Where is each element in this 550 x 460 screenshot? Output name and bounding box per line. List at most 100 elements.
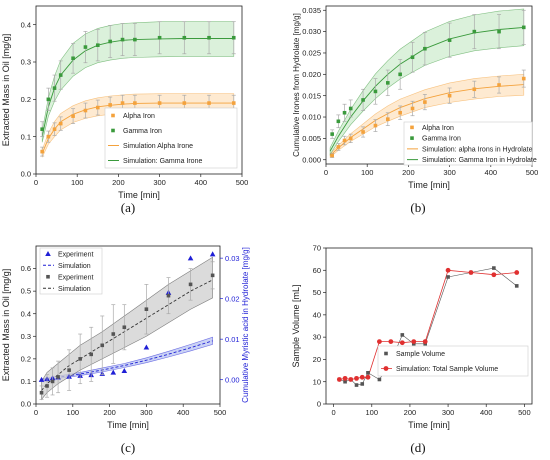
- data-point: [492, 266, 496, 270]
- x-tick-label: 0: [34, 408, 38, 417]
- y-tick-label: 60: [313, 266, 321, 275]
- y-tick-label: 0.010: [302, 113, 321, 122]
- y-tick-label: 0.000: [302, 155, 321, 164]
- y2-tick-label: 0.00: [225, 375, 240, 384]
- legend-swatch-marker: [46, 274, 50, 279]
- data-point: [365, 374, 371, 380]
- data-point: [342, 110, 347, 115]
- data-point: [514, 270, 520, 275]
- data-point: [400, 333, 405, 337]
- y-axis-title: Extracted Mass in Oil [mg/g]: [1, 269, 11, 382]
- data-point: [422, 339, 428, 344]
- data-point: [188, 282, 193, 287]
- data-point: [361, 98, 365, 102]
- data-point: [166, 293, 171, 298]
- plot-area: [38, 251, 216, 401]
- data-point: [50, 379, 55, 384]
- series-band-3: [329, 8, 525, 156]
- plot-frame: [35, 245, 221, 405]
- data-point: [373, 89, 378, 94]
- data-point: [122, 325, 127, 330]
- data-point: [446, 275, 450, 279]
- data-point: [39, 390, 44, 395]
- y2-axis-title: Cumulative Myristic acid in Hydrolate [m…: [241, 247, 250, 403]
- x-tick-label: 100: [366, 408, 379, 417]
- legend-label: Alpha Iron: [123, 113, 155, 120]
- x-tick-label: 300: [153, 178, 166, 187]
- legend-swatch-marker: [384, 351, 388, 356]
- y2-tick-label: 0.01: [225, 335, 240, 344]
- y-tick-label: 0.1: [21, 377, 31, 386]
- data-point: [336, 377, 342, 382]
- legend: Alpha Iron Gamma Iron Simulation Alpha Iro…: [104, 107, 238, 169]
- legend-box: [104, 107, 238, 169]
- data-point: [89, 352, 93, 357]
- data-point: [56, 375, 60, 379]
- data-point: [120, 37, 125, 42]
- data-point: [207, 35, 211, 40]
- data-point: [472, 87, 477, 92]
- series-line-3: [41, 38, 234, 137]
- y-tick-label: 20: [313, 355, 321, 364]
- data-point: [71, 114, 75, 118]
- data-point: [377, 339, 382, 344]
- chart-panel-2: 0 100 200 300 400 500 0.000 0.005 0.010 0.015 0.02…: [292, 5, 538, 215]
- data-point: [468, 270, 474, 275]
- legend: Sample Volume Simulation: Total Sample Vo…: [377, 345, 529, 377]
- chart-panel-4: 0 100 200 300 400 500 0 10 20 30 40 50 60 70 Time [min…: [291, 244, 533, 455]
- y-tick-label: 0.2: [21, 95, 31, 104]
- panel-label: (b): [410, 200, 425, 215]
- data-point: [388, 339, 394, 344]
- data-point: [360, 382, 365, 386]
- data-point: [410, 55, 415, 60]
- data-point: [336, 119, 341, 124]
- data-point: [67, 368, 71, 372]
- x-axis-title: Time [min]: [408, 420, 450, 430]
- legend-label: Simulation: Total Sample Volume: [396, 366, 498, 373]
- series-line-2: [329, 84, 524, 156]
- data-point: [210, 273, 215, 278]
- data-point: [386, 117, 390, 121]
- data-point: [46, 97, 51, 102]
- legend: Alpha Iron Gamma Iron Simulation: alpha Ir…: [403, 121, 537, 166]
- y-tick-label: 40: [313, 310, 321, 319]
- x-tick-label: 200: [103, 408, 116, 417]
- data-point: [111, 332, 116, 336]
- data-point: [398, 110, 402, 115]
- data-point: [46, 134, 51, 139]
- x-tick-label: 0: [332, 408, 336, 417]
- data-point: [342, 375, 348, 381]
- legend-label: Simulation: alpha Irons in Hydrolate: [422, 146, 533, 153]
- data-point: [83, 108, 88, 113]
- data-point: [120, 101, 125, 105]
- x-tick-label: 500: [518, 408, 531, 417]
- x-tick-label: 400: [480, 408, 493, 417]
- plot-area: [329, 8, 526, 158]
- data-point: [231, 101, 236, 105]
- legend-swatch-marker: [111, 113, 115, 118]
- data-point: [45, 384, 49, 388]
- data-point: [348, 136, 353, 141]
- x-axis-title: Time [min]: [118, 190, 160, 200]
- y-tick-label: 10: [313, 377, 321, 386]
- data-point: [445, 267, 451, 273]
- data-point: [472, 29, 477, 34]
- data-point: [207, 101, 211, 105]
- data-point: [354, 383, 359, 387]
- data-point: [411, 339, 417, 344]
- data-point: [361, 130, 365, 134]
- data-point: [83, 45, 88, 49]
- legend-label: Experiment: [58, 251, 93, 258]
- data-point: [40, 127, 44, 131]
- y-tick-label: 70: [313, 244, 321, 253]
- x-tick-label: 200: [402, 168, 415, 177]
- data-point: [157, 35, 162, 40]
- x-tick-label: 400: [177, 408, 190, 417]
- data-point: [521, 76, 526, 81]
- data-point: [187, 255, 194, 261]
- y-tick-label: 0.020: [302, 70, 321, 79]
- y-tick-label: 0.2: [21, 354, 31, 363]
- data-point: [52, 86, 57, 90]
- data-point: [231, 35, 236, 40]
- legend-swatch-marker: [383, 366, 389, 371]
